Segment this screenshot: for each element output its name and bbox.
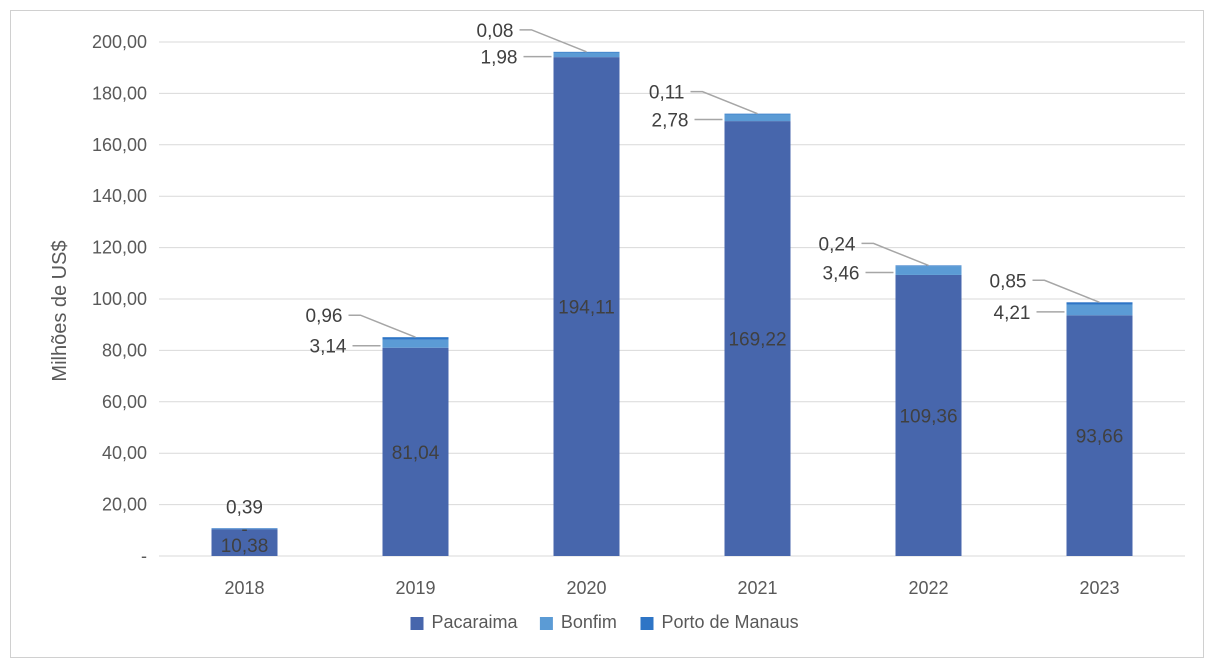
data-label-porto-de-manaus: 0,08 (477, 21, 514, 42)
y-tick-label: 80,00 (102, 340, 147, 360)
legend-swatch-bonfim (539, 617, 553, 630)
bar-porto-de-manaus (724, 113, 791, 115)
bar-bonfim (724, 113, 791, 122)
bar-bonfim (382, 339, 449, 348)
bars (211, 51, 1133, 556)
bar-porto-de-manaus (553, 51, 620, 53)
y-tick-label: 160,00 (92, 135, 147, 155)
data-label-pacaraima: 109,36 (899, 406, 957, 427)
y-tick-label: 100,00 (92, 289, 147, 309)
gridlines (159, 41, 1185, 557)
data-labels: 10,38-0,39 81,04 3,14 0,96 194,11 1,98 0,08 169… (221, 21, 1124, 557)
bar-pacaraima (724, 121, 791, 556)
data-label-pacaraima: 81,04 (392, 443, 440, 464)
leader-line (861, 242, 929, 267)
leader-line (1032, 279, 1100, 303)
y-tick-label: 140,00 (92, 186, 147, 206)
y-tick-label: 40,00 (102, 443, 147, 463)
bar-pacaraima (211, 529, 278, 556)
bar-porto-de-manaus (895, 265, 962, 267)
bar-pacaraima (382, 347, 449, 556)
data-label-porto-de-manaus: 0,39 (226, 497, 263, 518)
y-tick-label: 200,00 (92, 32, 147, 52)
chart-frame: - 20,00 40,00 60,00 80,00 100,00 120,00 140,00 1… (10, 10, 1204, 658)
x-tick-label: 2018 (224, 578, 264, 598)
data-label-pacaraima: 194,11 (558, 298, 615, 319)
data-label-porto-de-manaus: 0,85 (990, 271, 1027, 292)
leader-line (690, 90, 758, 115)
leader-line (348, 314, 416, 338)
y-axis-ticks: - 20,00 40,00 60,00 80,00 100,00 120,00 140,00 1… (92, 32, 147, 566)
y-tick-label: 60,00 (102, 392, 147, 412)
data-label-bonfim: 4,21 (994, 303, 1031, 324)
chart: - 20,00 40,00 60,00 80,00 100,00 120,00 140,00 1… (49, 21, 1185, 632)
data-label-bonfim: 1,98 (481, 48, 518, 69)
legend: Pacaraima Bonfim Porto de Manaus (410, 612, 799, 632)
legend-label: Pacaraima (432, 612, 519, 632)
data-label-pacaraima: 93,66 (1076, 427, 1124, 448)
data-label-bonfim: 2,78 (652, 111, 689, 132)
bar-porto-de-manaus (1066, 302, 1133, 305)
y-tick-label: 20,00 (102, 495, 147, 515)
y-tick-label: - (141, 546, 147, 566)
data-label-pacaraima: 169,22 (728, 330, 786, 351)
data-label-porto-de-manaus: 0,24 (819, 234, 856, 255)
x-tick-label: 2021 (737, 578, 777, 598)
data-label-porto-de-manaus: 0,11 (649, 83, 685, 104)
y-axis-title: Milhões de US$ (49, 240, 71, 381)
y-tick-label: 120,00 (92, 238, 147, 258)
x-tick-label: 2022 (908, 578, 948, 598)
data-label-bonfim: - (241, 519, 247, 540)
legend-label: Bonfim (561, 612, 617, 632)
bar-pacaraima (553, 57, 620, 556)
leader-line (519, 29, 587, 53)
data-label-bonfim: 3,46 (823, 263, 860, 284)
bar-pacaraima (895, 274, 962, 556)
bar-bonfim (895, 266, 962, 275)
legend-label: Porto de Manaus (662, 612, 799, 632)
x-tick-label: 2019 (395, 578, 435, 598)
y-tick-label: 180,00 (92, 83, 147, 103)
bar-pacaraima (1066, 315, 1133, 556)
legend-swatch-porto-de-manaus (640, 617, 654, 630)
x-tick-label: 2023 (1079, 578, 1119, 598)
data-label-porto-de-manaus: 0,96 (306, 306, 343, 327)
data-label-bonfim: 3,14 (310, 337, 347, 358)
bar-porto-de-manaus (211, 528, 278, 530)
x-tick-label: 2020 (566, 578, 606, 598)
bar-bonfim (1066, 304, 1133, 316)
legend-swatch-pacaraima (410, 617, 424, 630)
x-axis-ticks: 2018 2019 2020 2021 2022 2023 (224, 578, 1119, 598)
bar-porto-de-manaus (382, 337, 449, 340)
bar-bonfim (553, 52, 620, 58)
data-label-pacaraima: 10,38 (221, 536, 269, 557)
